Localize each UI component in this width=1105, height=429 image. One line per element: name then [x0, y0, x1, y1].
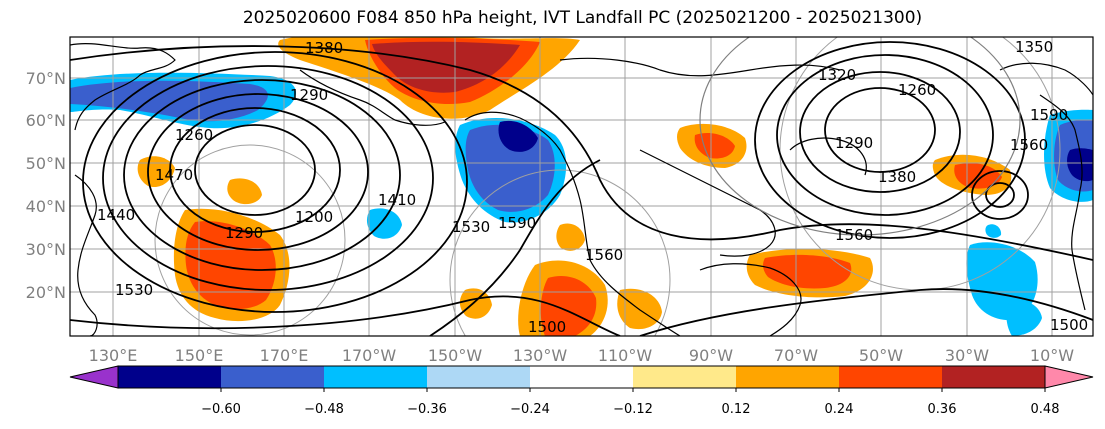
negative-region [1006, 299, 1042, 336]
contour-label: 1560 [1010, 136, 1048, 154]
positive-region [137, 156, 175, 188]
contour-label: 1260 [898, 81, 936, 99]
colorbar-cell [736, 366, 839, 388]
contour-label: 1380 [305, 39, 343, 57]
colorbar-tick-label: 0.12 [722, 402, 751, 417]
contour-label: 1530 [452, 218, 490, 236]
colorbar-tick-label: 0.48 [1031, 402, 1060, 417]
positive-region [459, 288, 492, 319]
negative-region [70, 80, 268, 122]
colorbar-cell [839, 366, 942, 388]
colorbar-extend-high [1044, 365, 1094, 389]
contour-label: 1500 [1050, 316, 1088, 334]
ivt-pc-shading [70, 37, 1093, 336]
positive-region [540, 276, 597, 336]
lon-tick-label: 30°W [945, 346, 989, 365]
colorbar-cell [633, 366, 736, 388]
contour-label: 1500 [528, 318, 566, 336]
contour-label: 1290 [835, 134, 873, 152]
lon-tick-label: 90°W [689, 346, 733, 365]
lon-tick-label: 10°W [1030, 346, 1074, 365]
positive-region [694, 133, 735, 159]
lat-tick-label: 70°N [26, 69, 66, 88]
contour-label: 1290 [290, 86, 328, 104]
colorbar-cell [427, 366, 530, 388]
contour-labels: 1380 1350 1290 1260 1200 1290 1530 1500 … [97, 38, 1088, 336]
lat-tick-label: 40°N [26, 197, 66, 216]
contour-label: 1560 [835, 226, 873, 244]
colorbar-cell [324, 366, 427, 388]
latitude-labels: 70°N 60°N 50°N 40°N 30°N 20°N [26, 69, 66, 302]
colorbar-cell [221, 366, 324, 388]
colorbar-cell [942, 366, 1045, 388]
negative-region [366, 208, 402, 239]
contour-label: 1590 [498, 214, 536, 232]
contour-label: 1290 [225, 224, 263, 242]
lon-tick-label: 70°W [774, 346, 818, 365]
lon-tick-label: 150°W [428, 346, 483, 365]
positive-region [372, 41, 520, 93]
positive-region [185, 221, 276, 310]
colorbar-tick-label: −0.60 [201, 402, 241, 417]
lat-tick-label: 20°N [26, 283, 66, 302]
height-contours [70, 41, 1093, 336]
colorbar-tick-label: 0.36 [928, 402, 957, 417]
negative-region [1067, 148, 1093, 182]
contour-label: 1260 [175, 126, 213, 144]
lon-tick-label: 130°W [513, 346, 568, 365]
contour-label: 1470 [155, 166, 193, 184]
contour-label: 1200 [295, 208, 333, 226]
colorbar-tick-label: −0.36 [407, 402, 447, 417]
lon-tick-label: 150°E [175, 346, 224, 365]
contour-label: 1530 [115, 281, 153, 299]
colorbar-extend-low [69, 365, 119, 389]
negative-region [498, 120, 538, 152]
contour-label: 1410 [378, 191, 416, 209]
positive-region [617, 288, 662, 330]
contour-label: 1380 [878, 168, 916, 186]
colorbar-tick-label: −0.48 [304, 402, 344, 417]
longitude-labels: 130°E 150°E 170°E 170°W 150°W 130°W 110°… [89, 346, 1075, 365]
lat-tick-label: 50°N [26, 154, 66, 173]
colorbar: −0.60 −0.48 −0.36 −0.24 −0.12 0.12 0.24 0.36 0.4… [69, 365, 1094, 417]
lon-tick-label: 170°E [260, 346, 309, 365]
contour-label: 1560 [585, 246, 623, 264]
map-frame [69, 36, 1094, 337]
positive-region [227, 178, 262, 205]
contour-label: 1590 [1030, 106, 1068, 124]
colorbar-tick-label: −0.24 [510, 402, 550, 417]
colorbar-cell [530, 366, 633, 388]
lat-tick-label: 30°N [26, 240, 66, 259]
lon-tick-label: 110°W [598, 346, 653, 365]
colorbar-tick-label: 0.24 [825, 402, 854, 417]
positive-region [763, 254, 852, 289]
map-title: 2025020600 F084 850 hPa height, IVT Land… [242, 8, 923, 28]
lon-tick-label: 170°W [342, 346, 397, 365]
contour-label: 1320 [818, 66, 856, 84]
lat-tick-label: 60°N [26, 111, 66, 130]
lon-tick-label: 50°W [859, 346, 903, 365]
colorbar-cell [118, 366, 221, 388]
gray-contours [699, 37, 1021, 236]
lon-tick-label: 130°E [89, 346, 138, 365]
colorbar-tick-label: −0.12 [613, 402, 653, 417]
positive-region [556, 223, 585, 251]
contour-label: 1350 [1015, 38, 1053, 56]
contour-label: 1440 [97, 206, 135, 224]
negative-region [985, 224, 1002, 238]
